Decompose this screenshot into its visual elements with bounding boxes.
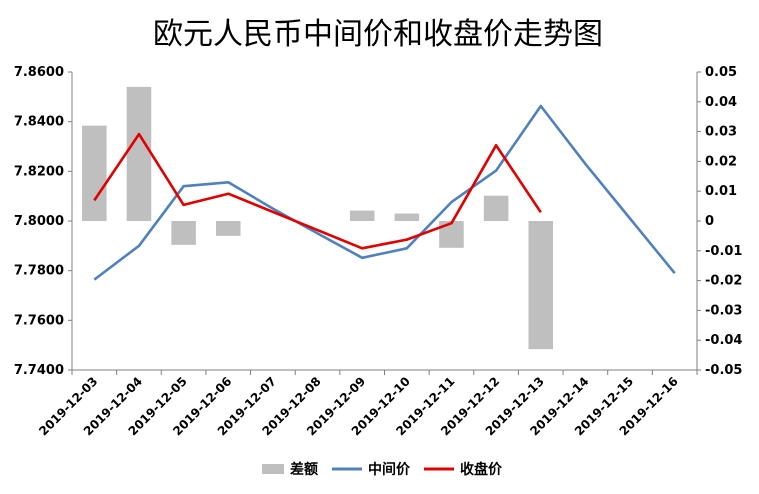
legend-label: 中间价 bbox=[368, 461, 411, 478]
y-right-tick-label: -0.03 bbox=[705, 303, 742, 318]
y-right-tick-label: 0 bbox=[705, 214, 714, 229]
y-left-tick-label: 7.8600 bbox=[14, 65, 64, 80]
y-right-tick-label: 0.01 bbox=[705, 184, 737, 199]
legend: 差额 中间价 收盘价 bbox=[262, 461, 503, 478]
line-close-price bbox=[93, 132, 542, 250]
bar-diff bbox=[394, 213, 420, 221]
tick-labels: 7.7400 7.7600 7.7800 7.8000 7.8200 7.8400 7.86… bbox=[14, 65, 743, 438]
bar-diff bbox=[349, 210, 375, 221]
bar-diff bbox=[215, 221, 241, 236]
axes bbox=[68, 71, 701, 375]
legend-label: 差额 bbox=[290, 461, 318, 478]
y-left-tick-label: 7.8000 bbox=[14, 214, 64, 229]
y-right-tick-label: -0.05 bbox=[705, 363, 742, 378]
bar-diff bbox=[483, 195, 509, 221]
bar-series bbox=[82, 86, 554, 350]
bar-diff bbox=[126, 86, 152, 222]
bar-diff bbox=[171, 221, 196, 245]
y-right-tick-label: 0.04 bbox=[705, 95, 737, 110]
bar-diff bbox=[82, 125, 107, 221]
y-left-tick-label: 7.7600 bbox=[14, 313, 64, 328]
y-left-tick-label: 7.8200 bbox=[14, 164, 64, 179]
bar-diff bbox=[528, 221, 554, 350]
legend-label: 收盘价 bbox=[460, 461, 503, 478]
y-right-tick-label: -0.02 bbox=[705, 274, 742, 289]
y-right-tick-label: 0.03 bbox=[705, 125, 737, 140]
y-right-tick-label: 0.02 bbox=[705, 154, 737, 169]
line-series bbox=[93, 104, 676, 281]
line-mid-price bbox=[93, 104, 676, 281]
chart-title: 欧元人民币中间价和收盘价走势图 bbox=[153, 17, 603, 52]
y-right-tick-label: 0.05 bbox=[705, 65, 737, 80]
y-left-tick-label: 7.8400 bbox=[14, 115, 64, 130]
y-left-tick-label: 7.7800 bbox=[14, 264, 64, 279]
y-right-tick-label: -0.01 bbox=[705, 244, 742, 259]
legend-swatch-bar bbox=[262, 464, 284, 474]
y-left-tick-label: 7.7400 bbox=[14, 363, 64, 378]
y-right-tick-label: -0.04 bbox=[705, 333, 742, 348]
